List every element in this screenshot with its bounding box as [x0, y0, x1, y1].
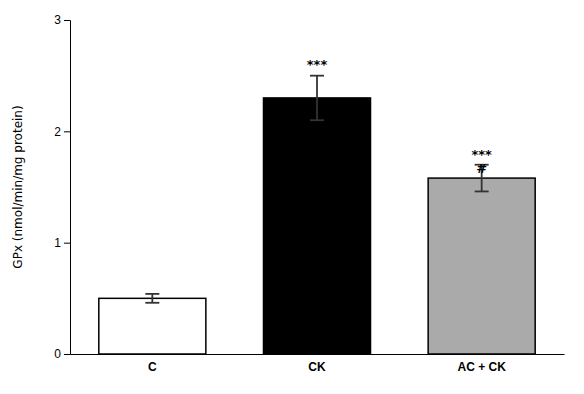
x-tick-label: CK: [308, 360, 326, 374]
chart: 0123CCKAC + CK******#GPx (nmol/min/mg pr…: [0, 0, 584, 394]
annotation: ***: [307, 57, 328, 72]
y-axis-title: GPx (nmol/min/mg protein): [11, 105, 25, 268]
y-axis-line: [64, 21, 71, 355]
error-bar-cap: [310, 119, 324, 121]
y-tick: 2: [54, 125, 70, 139]
y-tick-mark: [64, 131, 70, 132]
y-tick-mark: [64, 20, 70, 21]
x-axis: C CK AC + CK: [71, 354, 565, 374]
y-tick-label: 1: [54, 236, 61, 250]
bar: [428, 178, 535, 354]
x-tick-label: AC + CK: [457, 360, 506, 374]
marks: [99, 76, 535, 354]
error-bar: [145, 294, 159, 303]
error-bar: [310, 76, 324, 121]
error-bar-cap: [145, 293, 159, 295]
y-tick-mark: [64, 243, 70, 244]
bar: [263, 98, 370, 354]
x-tick: CK: [308, 354, 326, 374]
error-bar-stem: [151, 294, 153, 303]
error-bar-stem: [316, 76, 318, 121]
error-bar-cap: [145, 302, 159, 304]
annotation: #: [476, 161, 487, 176]
y-tick: 3: [54, 13, 70, 27]
error-bar-cap: [310, 75, 324, 77]
annotations: ******#: [307, 57, 492, 177]
y-tick: 0: [54, 347, 70, 361]
x-axis-line: [71, 354, 565, 355]
y-tick-label: 2: [54, 125, 61, 139]
x-tick: AC + CK: [457, 354, 506, 374]
y-tick: 1: [54, 236, 70, 250]
y-axis: 0 1 2 3: [54, 13, 70, 361]
y-tick-label: 3: [54, 13, 61, 27]
x-tick: C: [148, 354, 157, 374]
y-tick-label: 0: [54, 347, 61, 361]
error-bar-cap: [475, 191, 489, 193]
x-tick-label: C: [148, 360, 157, 374]
bar: [99, 298, 206, 354]
plot: 0123CCKAC + CK******#: [54, 13, 564, 373]
annotation: ***: [471, 147, 492, 162]
y-tick-mark: [64, 354, 70, 355]
